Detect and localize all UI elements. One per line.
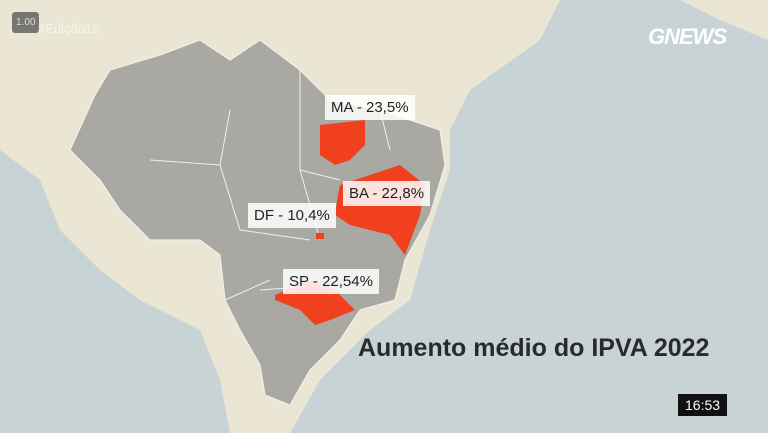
hashtag: #Edição16 [38, 21, 100, 36]
clock: 16:53 [678, 394, 728, 416]
title: Aumento médio do IPVA 2022 [358, 334, 710, 362]
region-label: MA - 23,5% [325, 95, 415, 120]
logo: GNEWS [648, 24, 727, 49]
badge: 1.00 [12, 12, 40, 33]
land-ne [680, 0, 768, 40]
region-label: BA - 22,8% [343, 181, 431, 206]
state-ma [320, 120, 365, 165]
region-label: SP - 22,54% [283, 269, 379, 294]
region-label: DF - 10,4% [248, 203, 336, 228]
state-df [316, 233, 324, 239]
